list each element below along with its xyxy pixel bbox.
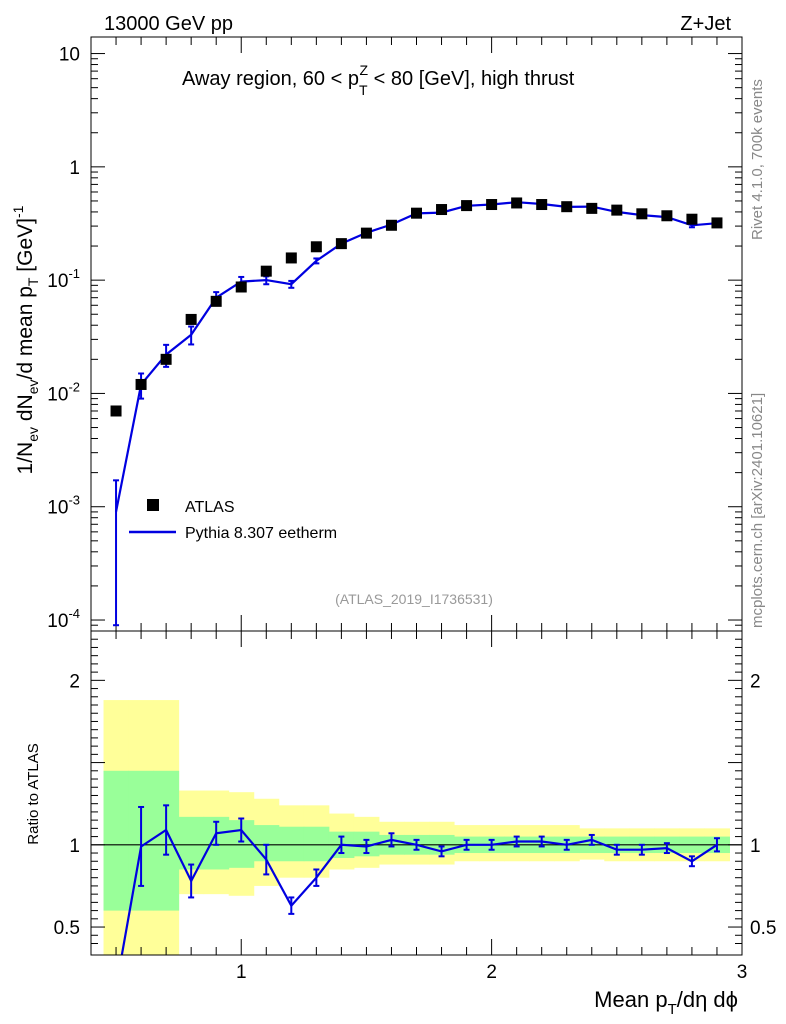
ratio-inner-band [103, 770, 130, 911]
ratio-y-axis-label: Ratio to ATLAS [25, 743, 42, 844]
main-y-tick-label: 10 [59, 45, 80, 66]
title-sup: Z [360, 62, 369, 78]
ratio-inner-band [303, 826, 330, 862]
ylabel-p3: /d mean p [14, 286, 37, 379]
x-tick-label: 1 [236, 962, 247, 983]
main-y-axis-label: 1/Nev dNev/d mean pT [GeV]-1 [10, 205, 41, 474]
ratio-uncertainty-bands [103, 700, 730, 955]
ylabel-p2: dN [14, 394, 37, 427]
pythia-line [114, 201, 718, 513]
legend: ATLAS Pythia 8.307 eetherm [129, 499, 337, 542]
atlas-data-point [335, 238, 347, 250]
ratio-y-tick-label-left: 0.5 [54, 918, 80, 939]
atlas-data-point [611, 204, 623, 216]
atlas-data-point [436, 204, 448, 216]
main-y-tick-label: 10-3 [47, 493, 80, 519]
atlas-data-point [210, 295, 222, 307]
atlas-data-point [486, 199, 498, 211]
legend-atlas-marker [147, 499, 159, 511]
atlas-data-point [586, 202, 598, 214]
legend-pythia-label: Pythia 8.307 eetherm [185, 525, 337, 542]
x-axis-label: Mean pT/dη dϕ [594, 987, 738, 1018]
title-sub: T [359, 82, 368, 98]
atlas-data-point [411, 207, 422, 219]
ratio-y-tick-label-left: 2 [69, 671, 80, 692]
atlas-data-point [561, 201, 573, 213]
atlas-data-point [385, 219, 397, 231]
atlas-data-point [461, 200, 473, 212]
xlabel-sub: T [668, 1001, 677, 1018]
atlas-data-point [536, 199, 548, 211]
atlas-data-point [310, 241, 322, 253]
ratio-inner-band [278, 826, 305, 862]
plot-title: Away region, 60 < pTZ < 80 [GeV], high t… [182, 62, 575, 98]
atlas-data-point [235, 281, 247, 293]
atlas-data-point [636, 208, 648, 220]
ratio-series [120, 804, 720, 955]
atlas-data-point [661, 210, 673, 222]
ylabel-s1: ev [25, 427, 41, 442]
x-tick-label: 2 [486, 962, 497, 983]
title-part-b: < 80 [GeV], high thrust [368, 68, 575, 90]
ratio-panel: 2 2 1 1 0.5 0.5 1 2 3 Ratio to ATLAS Mean pT/dη … [25, 630, 777, 1018]
atlas-data-point [511, 197, 523, 209]
header-right: Z+Jet [680, 13, 731, 35]
xlabel-part-a: Mean p [594, 987, 667, 1012]
legend-atlas-label: ATLAS [185, 499, 235, 516]
atlas-data-point [285, 252, 297, 264]
ratio-axis-ticks [90, 631, 743, 955]
ratio-y-tick-label-right: 1 [750, 836, 761, 857]
ylabel-p1: 1/N [14, 442, 37, 475]
ylabel-s2: ev [25, 379, 41, 394]
ylabel-sup: -1 [10, 205, 26, 218]
title-part-a: Away region, 60 < p [182, 68, 359, 90]
ylabel-p4: [GeV] [14, 218, 37, 278]
header-left: 13000 GeV pp [104, 13, 233, 35]
main-y-tick-label: 10-1 [47, 266, 80, 292]
xlabel-part-b: /dη dϕ [677, 987, 738, 1012]
main-y-tick-label: 1 [69, 158, 80, 179]
main-y-tick-label: 10-4 [47, 606, 80, 632]
x-tick-label: 3 [737, 962, 748, 983]
ratio-frame [90, 630, 743, 956]
rivet-version-label: Rivet 4.1.0, 700k events [749, 79, 766, 240]
main-y-tick-labels: 10 1 10-1 10-2 10-3 10-4 [47, 45, 80, 632]
ratio-tick-labels: 2 2 1 1 0.5 0.5 1 2 3 [54, 671, 777, 983]
main-y-tick-label: 10-2 [47, 379, 80, 405]
mcplots-label: mcplots.cern.ch [arXiv:2401.10621] [749, 393, 766, 628]
atlas-data-point [160, 353, 172, 365]
ratio-y-tick-label-right: 0.5 [750, 918, 776, 939]
ylabel-s3: T [25, 277, 41, 286]
atlas-data-point [135, 378, 147, 390]
atlas-data-point [686, 213, 698, 225]
atlas-data-point [711, 217, 723, 229]
ratio-inner-band [178, 816, 205, 870]
main-series [110, 197, 723, 627]
atlas-data-point [110, 405, 122, 417]
analysis-watermark: (ATLAS_2019_I1736531) [335, 591, 493, 607]
ratio-y-tick-label-right: 2 [750, 671, 761, 692]
atlas-data-point [360, 227, 372, 239]
atlas-data-point [185, 313, 197, 325]
ratio-y-tick-label-left: 1 [69, 836, 80, 857]
atlas-data-point [260, 265, 272, 277]
